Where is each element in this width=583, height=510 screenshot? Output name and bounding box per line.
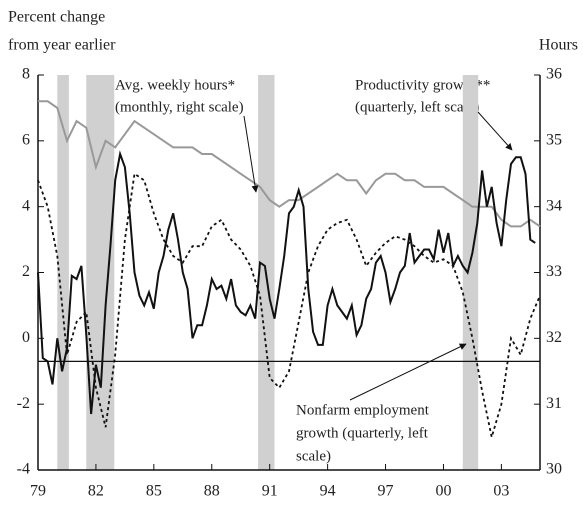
x-tick-label: 79	[30, 483, 46, 500]
annotation: Productivity growth**	[355, 77, 490, 93]
x-tick-label: 00	[435, 483, 451, 500]
x-tick-label: 88	[204, 483, 220, 500]
y2-tick-label: 30	[546, 461, 562, 478]
y2-tick-label: 31	[546, 395, 562, 412]
annotation: (monthly, right scale)	[115, 99, 244, 115]
x-tick-label: 94	[320, 483, 336, 500]
series-line	[37, 172, 541, 438]
y-tick-label: 2	[22, 263, 30, 280]
y2-tick-label: 34	[546, 197, 562, 214]
annotation: Nonfarm employment	[296, 402, 430, 418]
annotation: scale)	[296, 448, 331, 464]
x-tick-label: 82	[88, 483, 104, 500]
y2-axis-label: Hours	[539, 37, 578, 54]
y2-tick-label: 32	[546, 329, 562, 346]
y-axis-label: Percent change	[8, 9, 105, 26]
y-tick-label: 4	[22, 197, 30, 214]
annotation: Avg. weekly hours*	[115, 77, 235, 93]
x-tick-label: 03	[493, 483, 509, 500]
y-tick-label: -2	[17, 395, 30, 412]
y2-tick-label: 35	[546, 132, 562, 149]
y2-tick-label: 33	[546, 263, 562, 280]
y-tick-label: 6	[22, 132, 30, 149]
y2-tick-label: 36	[546, 66, 562, 83]
annotation: growth (quarterly, left	[296, 425, 429, 441]
y-tick-label: 0	[22, 329, 30, 346]
recession-shade	[462, 75, 479, 470]
y-tick-label: 8	[22, 66, 30, 83]
x-tick-label: 85	[146, 483, 162, 500]
y-axis-label: from year earlier	[8, 37, 116, 54]
arrow	[243, 115, 259, 193]
annotation: (quarterly, left scale)	[355, 99, 479, 115]
x-tick-label: 97	[378, 483, 394, 500]
recession-shade	[57, 75, 69, 470]
x-tick-label: 91	[262, 483, 278, 500]
series-line	[38, 100, 541, 228]
arrow	[349, 343, 467, 401]
y-tick-label: -4	[17, 461, 30, 478]
series-line	[37, 150, 536, 415]
arrow	[477, 111, 513, 151]
